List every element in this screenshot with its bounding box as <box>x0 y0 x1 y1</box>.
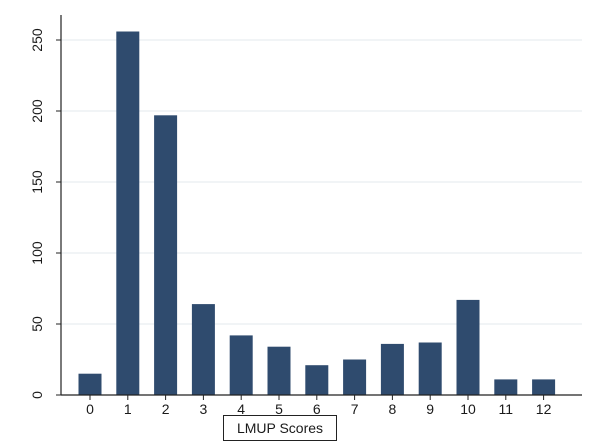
y-tick-label-100: 100 <box>29 241 45 265</box>
bar-0 <box>78 373 102 395</box>
bar-11 <box>494 379 518 395</box>
bar-7 <box>343 359 367 395</box>
bar-10 <box>456 299 480 395</box>
x-tick-label-7: 7 <box>351 401 359 417</box>
gridlines <box>61 39 582 325</box>
y-axis-ticks: 0 50 100 150 200 250 <box>29 28 61 399</box>
bar-1 <box>116 31 140 395</box>
y-tick-label-200: 200 <box>29 99 45 123</box>
x-tick-label-4: 4 <box>237 401 245 417</box>
bars <box>78 31 556 396</box>
axes <box>60 15 582 396</box>
x-tick-label-1: 1 <box>124 401 132 417</box>
x-tick-label-11: 11 <box>499 401 514 417</box>
bar-8 <box>380 343 404 395</box>
x-tick-label-8: 8 <box>389 401 397 417</box>
x-tick-label-0: 0 <box>86 401 94 417</box>
bar-9 <box>418 342 442 395</box>
x-axis-ticks: 0 1 2 3 4 5 6 7 8 9 10 11 12 <box>86 395 552 417</box>
x-tick-label-10: 10 <box>460 401 476 417</box>
bar-2 <box>154 115 178 396</box>
bar-4 <box>229 335 253 395</box>
x-tick-label-5: 5 <box>275 401 283 417</box>
y-tick-label-150: 150 <box>29 170 45 194</box>
bar-5 <box>267 346 291 395</box>
y-tick-label-50: 50 <box>29 316 45 332</box>
bar-6 <box>305 365 329 395</box>
x-tick-label-2: 2 <box>162 401 170 417</box>
x-axis-title: LMUP Scores <box>223 415 337 441</box>
bar-3 <box>191 304 215 395</box>
x-tick-label-12: 12 <box>536 401 552 417</box>
x-tick-label-3: 3 <box>200 401 208 417</box>
x-tick-label-6: 6 <box>313 401 321 417</box>
y-tick-label-250: 250 <box>29 28 45 52</box>
y-tick-label-0: 0 <box>29 391 45 399</box>
x-tick-label-9: 9 <box>426 401 434 417</box>
bar-12 <box>532 379 556 395</box>
